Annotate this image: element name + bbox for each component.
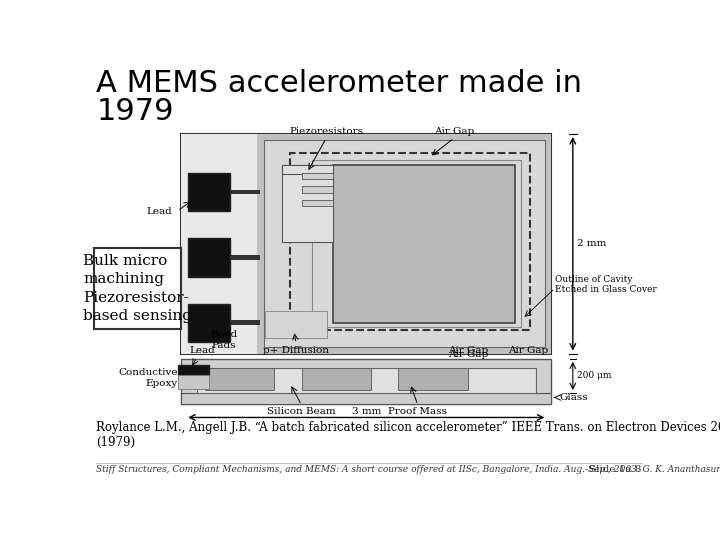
Bar	[230, 320, 260, 325]
Text: Slide 1a.8: Slide 1a.8	[590, 465, 642, 474]
Bar	[290, 153, 530, 330]
Text: p+ Diffusion: p+ Diffusion	[263, 346, 329, 355]
Bar	[312, 159, 521, 327]
Bar	[302, 173, 333, 179]
Text: Air Gap: Air Gap	[434, 127, 474, 137]
Text: Air Gap: Air Gap	[448, 346, 488, 355]
Bar	[302, 368, 372, 390]
Bar	[398, 368, 468, 390]
Bar	[282, 165, 333, 242]
Text: Air Gap: Air Gap	[508, 346, 548, 355]
Text: 200 μm: 200 μm	[577, 372, 611, 380]
Text: Silicon Beam: Silicon Beam	[267, 408, 336, 416]
Text: Outline of Cavity
Etched in Glass Cover: Outline of Cavity Etched in Glass Cover	[555, 274, 657, 294]
Bar	[264, 140, 545, 347]
Bar	[230, 190, 260, 194]
Bar	[333, 165, 515, 323]
Bar	[197, 368, 536, 393]
Text: Bulk micro
machining
Piezoresistor-
based sensing: Bulk micro machining Piezoresistor- base…	[84, 254, 192, 323]
Bar	[204, 368, 274, 390]
Text: Glass: Glass	[559, 393, 588, 402]
Bar	[188, 238, 230, 276]
Text: Lead: Lead	[146, 207, 172, 215]
Bar	[181, 393, 551, 403]
Text: Proof Mass: Proof Mass	[388, 408, 447, 416]
Text: Stiff Structures, Compliant Mechanisms, and MEMS: A short course offered at IISc: Stiff Structures, Compliant Mechanisms, …	[96, 465, 720, 474]
Text: Roylance L.M., Angell J.B. “A batch fabricated silicon accelerometer” IEEE Trans: Roylance L.M., Angell J.B. “A batch fabr…	[96, 421, 720, 449]
Text: Piezoresistors: Piezoresistors	[289, 127, 364, 137]
Text: Conductive
Epoxy: Conductive Epoxy	[118, 368, 178, 388]
Text: A MEMS accelerometer made in: A MEMS accelerometer made in	[96, 69, 582, 98]
Bar	[178, 375, 209, 389]
Bar	[302, 186, 333, 193]
Text: 2 mm: 2 mm	[577, 239, 607, 248]
Bar	[181, 134, 551, 354]
Bar	[188, 173, 230, 211]
Text: 3 mm: 3 mm	[351, 407, 381, 416]
Bar	[188, 303, 230, 342]
Bar	[230, 255, 260, 260]
Text: 1979: 1979	[96, 97, 174, 126]
Bar	[94, 248, 181, 329]
Bar	[258, 134, 551, 354]
Bar	[181, 134, 258, 354]
Bar	[282, 165, 333, 174]
Bar	[181, 359, 551, 403]
Text: Lead: Lead	[189, 346, 215, 355]
Text: Air Gap: Air Gap	[448, 350, 488, 359]
Bar	[265, 311, 327, 338]
Bar	[178, 365, 209, 375]
Text: Bond
Pads: Bond Pads	[210, 330, 238, 350]
Bar	[302, 200, 333, 206]
